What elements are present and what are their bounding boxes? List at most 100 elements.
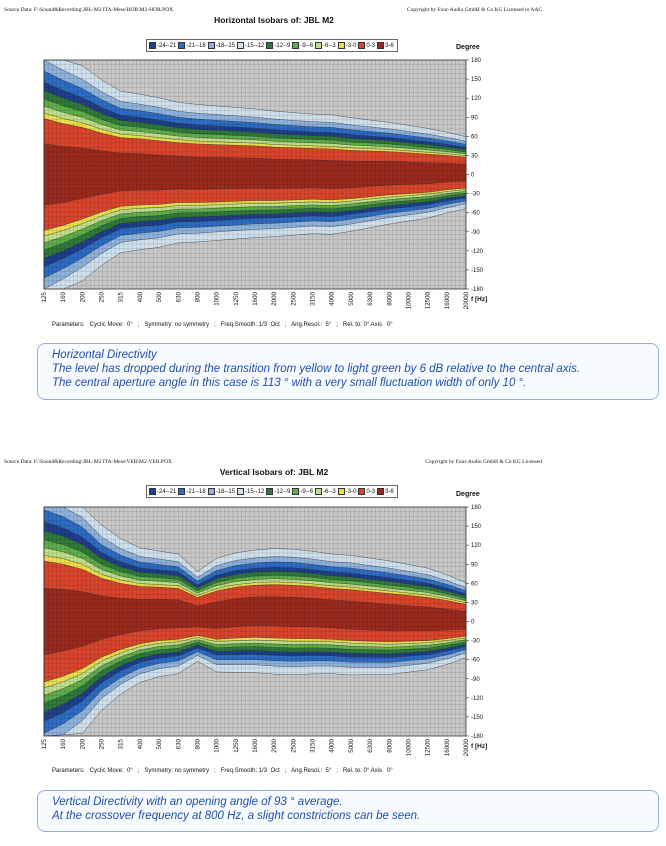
- y-tick-label: -120: [471, 696, 484, 702]
- x-tick-label: 200: [79, 291, 86, 302]
- legend-entry: -12--9: [266, 488, 290, 495]
- legend-label: -21--18: [186, 488, 206, 495]
- legend-label: -24--21: [157, 42, 177, 49]
- legend-label: 3-6: [385, 42, 394, 49]
- legend-entry: -18--15: [207, 42, 236, 49]
- x-tick-label: 8000: [386, 291, 393, 305]
- source-path: Source Data: F:\Sound&Recording\JBL-M2 I…: [4, 7, 174, 13]
- x-tick-label: 250: [99, 738, 106, 749]
- legend-entry: -12--9: [266, 42, 290, 49]
- x-tick-label: 4000: [329, 291, 336, 305]
- legend-swatch: [377, 488, 385, 495]
- legend-label: -18--15: [215, 42, 236, 49]
- y-tick-label: 90: [471, 562, 478, 568]
- x-tick-label: 10000: [405, 738, 412, 756]
- x-tick-label: 400: [137, 291, 144, 302]
- legend-entry: -15--12: [237, 488, 264, 495]
- y-tick-label: -60: [471, 211, 480, 217]
- legend-label: -9--6: [300, 488, 314, 495]
- y-tick-label: 150: [471, 77, 482, 83]
- chart-title: Horizontal Isobars of: JBL M2: [214, 15, 334, 25]
- caption-vertical: Vertical Directivity with an opening ang…: [37, 790, 659, 832]
- legend-swatch: [292, 488, 300, 495]
- x-tick-label: 1600: [252, 291, 259, 305]
- legend-entry: -24--21: [149, 42, 176, 49]
- caption-line: At the crossover frequency at 800 Hz, a …: [52, 810, 421, 822]
- y-tick-label: -30: [471, 639, 480, 645]
- legend-label: 3-6: [385, 488, 394, 495]
- horizontal-isobar-figure: Source Data: F:\Sound&Recording\JBL-M2 I…: [0, 0, 548, 338]
- legend-label: 0-3: [366, 42, 376, 49]
- x-tick-label: 5000: [348, 738, 355, 752]
- x-tick-label: 400: [137, 738, 144, 749]
- legend-entry: -6--3: [315, 488, 336, 495]
- parameters-line: Parameters: Cyclic Move: 0° ; Symmetry: …: [52, 322, 393, 328]
- x-tick-label: 16000: [444, 291, 451, 309]
- legend-swatch: [337, 488, 345, 495]
- legend-entry: -24--21: [149, 488, 176, 495]
- x-tick-label: 10000: [405, 291, 412, 309]
- x-tick-label: 12500: [425, 738, 432, 756]
- copyright-note: Copyright by Four-Audio GmbH & Co KG Lic…: [425, 459, 542, 465]
- vertical-isobar-figure: Source Data: F:\Sound&Recording\JBL-M2 I…: [0, 452, 548, 782]
- isobar-plot: 180 150 120 90 60 30 0 -30 -60 -90 -120 -150 -180 125…: [41, 58, 487, 309]
- legend-swatch: [315, 42, 323, 49]
- y-tick-label: -30: [471, 192, 480, 198]
- x-tick-label: 1000: [214, 291, 221, 305]
- legend-entry: -9--6: [292, 488, 313, 495]
- x-tick-label: 4000: [329, 738, 336, 752]
- y-tick-label: 180: [471, 58, 482, 64]
- x-tick-label: 800: [194, 738, 201, 749]
- legend-swatch: [292, 42, 300, 49]
- x-tick-label: 12500: [425, 291, 432, 309]
- caption-line: The level has dropped during the transit…: [52, 363, 581, 375]
- y-tick-label: 30: [471, 600, 478, 606]
- legend-entry: -15--12: [237, 42, 264, 49]
- y-tick-label: 180: [471, 505, 482, 511]
- legend-swatch: [358, 42, 366, 49]
- legend-swatch: [337, 42, 345, 49]
- x-tick-label: 160: [60, 738, 67, 749]
- y-tick-label: 120: [471, 96, 482, 102]
- legend-entry: 0-3: [358, 488, 375, 495]
- legend-swatch: [377, 42, 385, 49]
- x-tick-label: 16000: [444, 738, 451, 756]
- y-tick-label: 60: [471, 581, 478, 587]
- legend-swatch: [266, 488, 274, 495]
- legend-entry: -9--6: [292, 42, 313, 49]
- x-tick-label: 630: [175, 738, 182, 749]
- y-tick-label: -60: [471, 658, 480, 664]
- y-tick-label: -180: [471, 734, 484, 740]
- legend-label: -6--3: [323, 488, 336, 495]
- x-tick-label: 3150: [310, 738, 317, 752]
- legend-entry: 3-6: [377, 488, 394, 495]
- y-tick-label: -90: [471, 230, 480, 236]
- legend-swatch: [178, 42, 186, 49]
- x-tick-label: 2500: [290, 291, 297, 305]
- x-tick-label: 2000: [271, 291, 278, 305]
- copyright-note: Copyright by Four-Audio GmbH & Co KG Lic…: [406, 7, 542, 13]
- legend-swatch: [149, 488, 156, 495]
- legend-label: -15--12: [245, 42, 265, 49]
- y-tick-label: 60: [471, 134, 478, 140]
- x-tick-label: 20000: [463, 291, 470, 309]
- legend-entry: -6--3: [315, 42, 336, 49]
- caption-line: The central aperture angle in this case …: [52, 377, 527, 389]
- legend-label: -15--12: [245, 488, 265, 495]
- x-tick-label: 315: [118, 738, 125, 749]
- degree-axis-label: Degree: [456, 44, 480, 51]
- legend-label: -24--21: [157, 488, 177, 495]
- legend-label: -12--9: [274, 488, 291, 495]
- x-tick-label: 250: [99, 291, 106, 302]
- y-tick-label: -120: [471, 249, 484, 255]
- y-tick-label: 0: [471, 173, 475, 179]
- legend-swatch: [207, 488, 215, 495]
- y-tick-label: 0: [471, 620, 475, 626]
- legend-swatch: [266, 42, 274, 49]
- parameters-line: Parameters: Cyclic Move: 0° ; Symmetry: …: [52, 768, 393, 774]
- legend-swatch: [149, 42, 156, 49]
- caption-line: Vertical Directivity with an opening ang…: [52, 796, 343, 808]
- x-tick-label: 125: [41, 738, 48, 749]
- caption-line: Horizontal Directivity: [52, 349, 157, 361]
- legend-entry: 0-3: [358, 42, 375, 49]
